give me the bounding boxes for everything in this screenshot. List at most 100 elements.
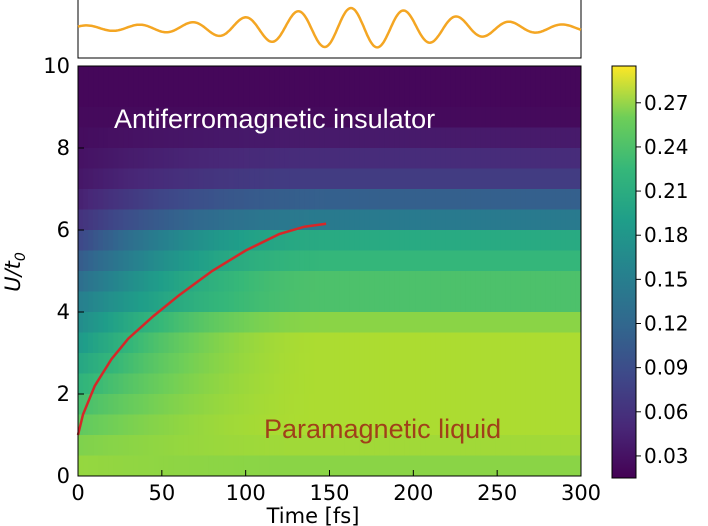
heatmap-cell xyxy=(354,435,361,457)
heatmap-cell xyxy=(495,271,502,293)
heatmap-cell xyxy=(495,291,502,313)
heatmap-cell xyxy=(123,148,129,170)
boundary-curve xyxy=(76,222,327,436)
heatmap-cell xyxy=(440,127,446,149)
heatmap-cell xyxy=(314,414,321,436)
heatmap-cell xyxy=(445,230,451,252)
heatmap-cell xyxy=(208,332,215,354)
heatmap-cell xyxy=(555,455,562,476)
heatmap-cell xyxy=(500,312,507,334)
heatmap-cell xyxy=(304,189,310,211)
heatmap-cell xyxy=(460,66,466,88)
heatmap-cell xyxy=(349,209,356,231)
heatmap-cell xyxy=(218,127,225,149)
heatmap-cell xyxy=(540,455,547,476)
heatmap-cell xyxy=(93,86,99,108)
heatmap-cell xyxy=(83,127,89,149)
heatmap-cell xyxy=(575,332,581,354)
heatmap-cell xyxy=(420,86,426,108)
heatmap-cell xyxy=(369,271,376,293)
heatmap-cell xyxy=(475,66,481,88)
heatmap-cell xyxy=(329,291,336,313)
heatmap-cell xyxy=(570,414,577,436)
heatmap-cell xyxy=(575,373,581,395)
heatmap-cell xyxy=(153,414,160,436)
heatmap-cell xyxy=(460,414,466,436)
heatmap-cell xyxy=(228,250,235,272)
heatmap-cell xyxy=(243,107,250,129)
heatmap-cell xyxy=(510,168,517,190)
heatmap-cell xyxy=(510,66,517,88)
heatmap-cell xyxy=(525,455,532,476)
heatmap-cell xyxy=(138,435,144,457)
heatmap-cell xyxy=(173,127,180,149)
heatmap-cell xyxy=(404,148,411,170)
heatmap-cell xyxy=(334,394,341,416)
heatmap-cell xyxy=(384,127,391,149)
heatmap-cell xyxy=(575,291,581,313)
heatmap-cell xyxy=(228,435,235,457)
heatmap-cell xyxy=(399,209,406,231)
heatmap-cell xyxy=(404,414,411,436)
heatmap-cell xyxy=(530,107,537,129)
heatmap-cell xyxy=(480,312,487,334)
heatmap-cell xyxy=(284,107,290,129)
heatmap-cell xyxy=(535,353,542,375)
heatmap-cell xyxy=(93,230,99,252)
heatmap-cell xyxy=(455,291,461,313)
x-axis: 0 50 100 150 200 250 300 xyxy=(71,470,601,505)
heatmap-cell xyxy=(319,353,326,375)
heatmap-cell xyxy=(575,66,581,88)
heatmap-cell xyxy=(344,312,351,334)
heatmap-cell xyxy=(98,189,104,211)
heatmap-cell xyxy=(409,86,416,108)
heatmap-cell xyxy=(515,414,522,436)
heatmap-cell xyxy=(374,209,381,231)
heatmap-cell xyxy=(485,250,492,272)
heatmap-cell xyxy=(455,353,461,375)
heatmap-cell xyxy=(168,332,175,354)
heatmap-cell xyxy=(415,189,421,211)
heatmap-cell xyxy=(324,455,331,476)
heatmap-cell xyxy=(269,394,275,416)
heatmap-cell xyxy=(148,230,155,252)
heatmap-cell xyxy=(193,291,200,313)
heatmap-cell xyxy=(389,148,396,170)
heatmap-cell xyxy=(294,250,300,272)
heatmap-cell xyxy=(249,435,255,457)
heatmap-cell xyxy=(394,373,401,395)
heatmap-cell xyxy=(495,189,502,211)
heatmap-cell xyxy=(389,86,396,108)
heatmap-cell xyxy=(480,414,487,436)
heatmap-cell xyxy=(409,148,416,170)
heatmap-cell xyxy=(510,250,517,272)
heatmap-cell xyxy=(425,127,431,149)
heatmap-cell xyxy=(153,312,160,334)
heatmap-cell xyxy=(243,353,250,375)
heatmap-cell xyxy=(228,271,235,293)
heatmap-cell xyxy=(193,230,200,252)
heatmap-cell xyxy=(490,230,497,252)
heatmap-cell xyxy=(415,414,421,436)
heatmap-cell xyxy=(425,168,431,190)
heatmap-cell xyxy=(133,455,139,476)
heatmap-cell xyxy=(168,209,175,231)
heatmap-cell xyxy=(475,271,481,293)
heatmap-cell xyxy=(143,209,150,231)
heatmap-cell xyxy=(223,148,230,170)
heatmap-cell xyxy=(93,107,99,129)
heatmap-cell xyxy=(203,435,210,457)
heatmap-cell xyxy=(409,455,416,476)
heatmap-cell xyxy=(173,455,180,476)
heatmap-cell xyxy=(168,127,175,149)
heatmap-cell xyxy=(193,168,200,190)
heatmap-cell xyxy=(103,353,109,375)
heatmap-cell xyxy=(103,414,109,436)
heatmap-cell xyxy=(440,394,446,416)
heatmap-cell xyxy=(228,373,235,395)
heatmap-cell xyxy=(545,107,552,129)
heatmap-cell xyxy=(299,271,305,293)
heatmap-cell xyxy=(254,353,260,375)
heatmap-cell xyxy=(304,230,310,252)
heatmap-cell xyxy=(389,414,396,436)
